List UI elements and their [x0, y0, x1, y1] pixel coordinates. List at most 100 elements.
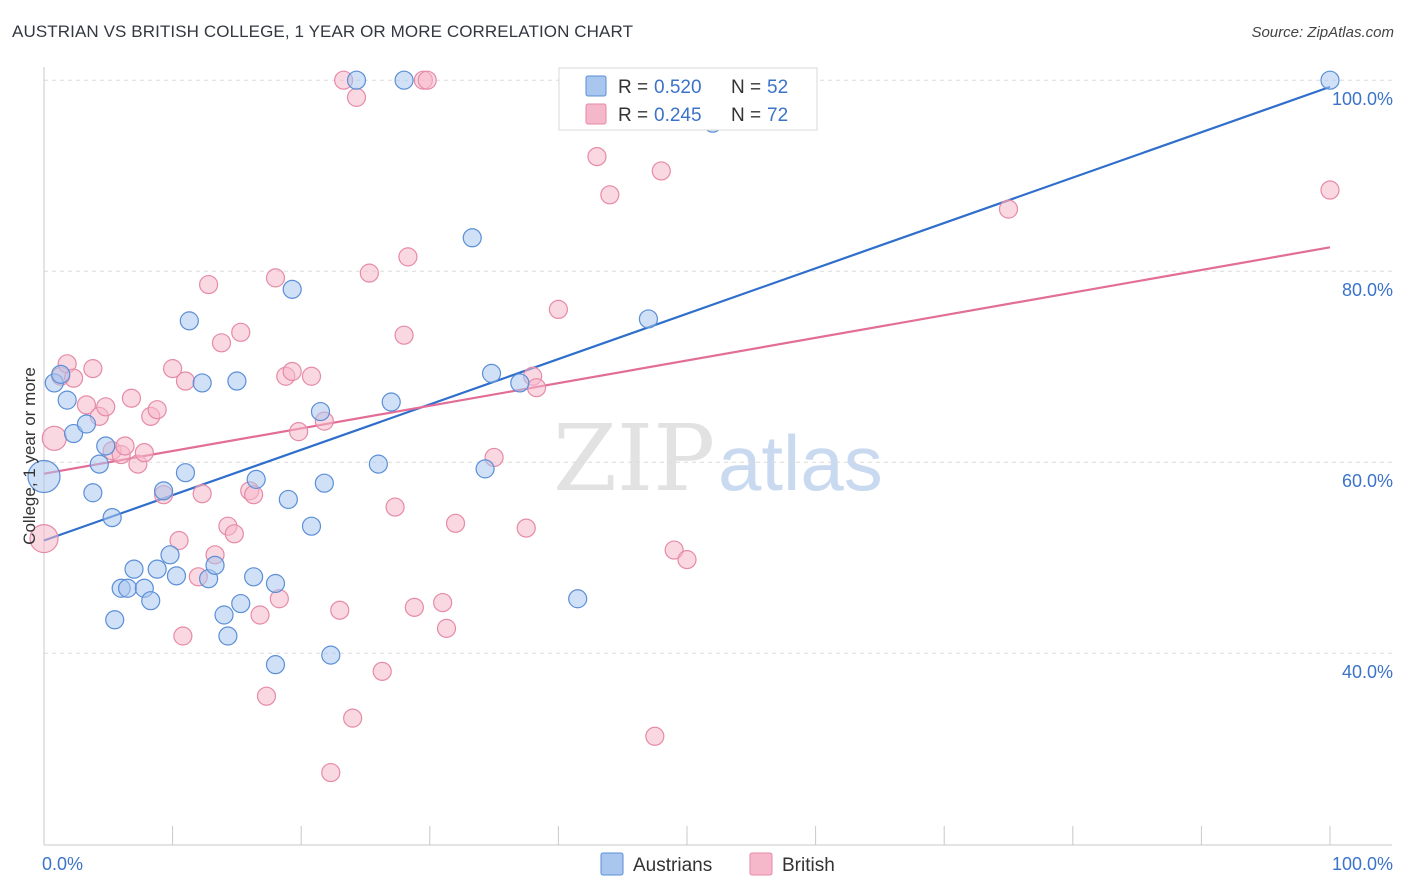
- data-point-british: [199, 274, 219, 295]
- data-point-austrians: [462, 228, 482, 248]
- data-point-british: [29, 523, 59, 554]
- scatter-points: [27, 70, 1340, 783]
- bottom-legend-british: British: [782, 855, 835, 876]
- data-point-british: [372, 661, 392, 681]
- data-point-british: [677, 550, 697, 570]
- data-point-austrians: [346, 70, 367, 90]
- legend-n-value: 52: [767, 77, 788, 98]
- data-point-austrians: [394, 70, 414, 90]
- data-point-british: [192, 484, 212, 504]
- data-point-british: [385, 497, 405, 517]
- data-point-austrians: [153, 481, 174, 501]
- legend-n-value: 72: [767, 105, 788, 126]
- data-point-british: [445, 513, 466, 533]
- legend-n-label: N =: [731, 77, 761, 98]
- data-point-british: [417, 70, 437, 90]
- data-point-british: [250, 605, 270, 625]
- data-point-austrians: [83, 483, 103, 503]
- data-point-british: [359, 263, 379, 283]
- data-point-british: [526, 378, 547, 398]
- data-point-austrians: [321, 645, 341, 665]
- data-point-austrians: [481, 363, 502, 383]
- data-point-austrians: [124, 559, 144, 579]
- data-point-austrians: [141, 591, 161, 611]
- data-point-british: [96, 397, 116, 417]
- data-point-austrians: [63, 423, 84, 444]
- data-point-austrians: [205, 555, 225, 575]
- data-point-austrians: [160, 545, 180, 565]
- legend-swatch-british: [585, 103, 607, 125]
- data-point-british: [548, 299, 569, 319]
- y-tick-label: 60.0%: [1342, 471, 1393, 491]
- data-point-austrians: [568, 589, 588, 609]
- data-point-british: [289, 422, 309, 442]
- trend-line-british: [43, 246, 1331, 475]
- data-point-british: [83, 359, 103, 379]
- data-point-austrians: [192, 373, 212, 393]
- data-point-austrians: [310, 401, 331, 422]
- source-label: Source: ZipAtlas.com: [1251, 24, 1394, 41]
- data-point-austrians: [218, 626, 238, 646]
- chart-title: AUSTRIAN VS BRITISH COLLEGE, 1 YEAR OR M…: [12, 22, 634, 41]
- watermark-atlas: atlas: [718, 419, 883, 507]
- data-point-austrians: [76, 414, 97, 434]
- data-point-austrians: [179, 311, 199, 331]
- data-point-british: [404, 597, 424, 617]
- data-point-austrians: [27, 459, 61, 494]
- data-point-austrians: [117, 578, 138, 598]
- data-point-austrians: [231, 593, 251, 614]
- data-point-austrians: [282, 279, 302, 299]
- legend-swatch-austrians: [585, 75, 607, 97]
- data-point-austrians: [368, 454, 388, 474]
- data-point-british: [600, 185, 620, 205]
- data-point-austrians: [147, 559, 167, 579]
- data-point-british: [169, 530, 189, 551]
- legend: R = 0.520 N = 52 R = 0.245 N = 72: [558, 67, 818, 131]
- data-point-british: [998, 199, 1019, 219]
- data-point-austrians: [166, 566, 187, 586]
- data-point-british: [433, 592, 453, 613]
- data-point-british: [147, 400, 167, 420]
- y-axis-label: College, 1 year or more: [20, 367, 39, 545]
- data-point-austrians: [244, 567, 264, 587]
- data-point-austrians: [105, 610, 125, 630]
- data-point-austrians: [510, 373, 530, 393]
- data-point-british: [224, 524, 244, 544]
- data-point-british: [436, 618, 457, 638]
- data-point-british: [587, 147, 607, 167]
- data-point-british: [231, 322, 251, 342]
- legend-n-label: N =: [731, 105, 761, 126]
- legend-r-value: 0.245: [654, 105, 702, 126]
- data-point-austrians: [301, 516, 322, 536]
- data-point-austrians: [102, 507, 122, 528]
- bottom-legend-austrians: Austrians: [633, 855, 712, 876]
- data-point-british: [282, 361, 302, 382]
- legend-r-value: 0.520: [654, 77, 702, 98]
- data-point-austrians: [51, 364, 71, 384]
- data-point-austrians: [227, 371, 247, 391]
- watermark-zip: ZIP: [553, 405, 715, 512]
- axes: 40.0% 60.0% 80.0% 100.0% 0.0% 100.0%: [42, 67, 1393, 874]
- data-point-austrians: [638, 309, 659, 329]
- data-point-british: [76, 395, 97, 415]
- data-point-british: [134, 443, 154, 463]
- data-point-austrians: [214, 605, 234, 625]
- watermark: ZIP atlas: [553, 405, 883, 512]
- grid: [44, 79, 1392, 654]
- data-point-british: [256, 686, 277, 706]
- data-point-british: [1320, 180, 1340, 200]
- data-point-british: [175, 371, 196, 391]
- data-point-british: [301, 366, 322, 386]
- data-point-austrians: [96, 436, 116, 456]
- data-point-austrians: [381, 392, 401, 412]
- bottom-legend: Austrians British: [600, 852, 835, 876]
- data-point-austrians: [278, 489, 298, 510]
- data-point-austrians: [246, 469, 266, 489]
- data-point-british: [41, 425, 67, 451]
- data-point-british: [664, 540, 684, 560]
- data-point-austrians: [314, 473, 334, 493]
- data-point-austrians: [175, 463, 196, 483]
- data-point-british: [651, 161, 671, 181]
- data-point-austrians: [265, 573, 286, 594]
